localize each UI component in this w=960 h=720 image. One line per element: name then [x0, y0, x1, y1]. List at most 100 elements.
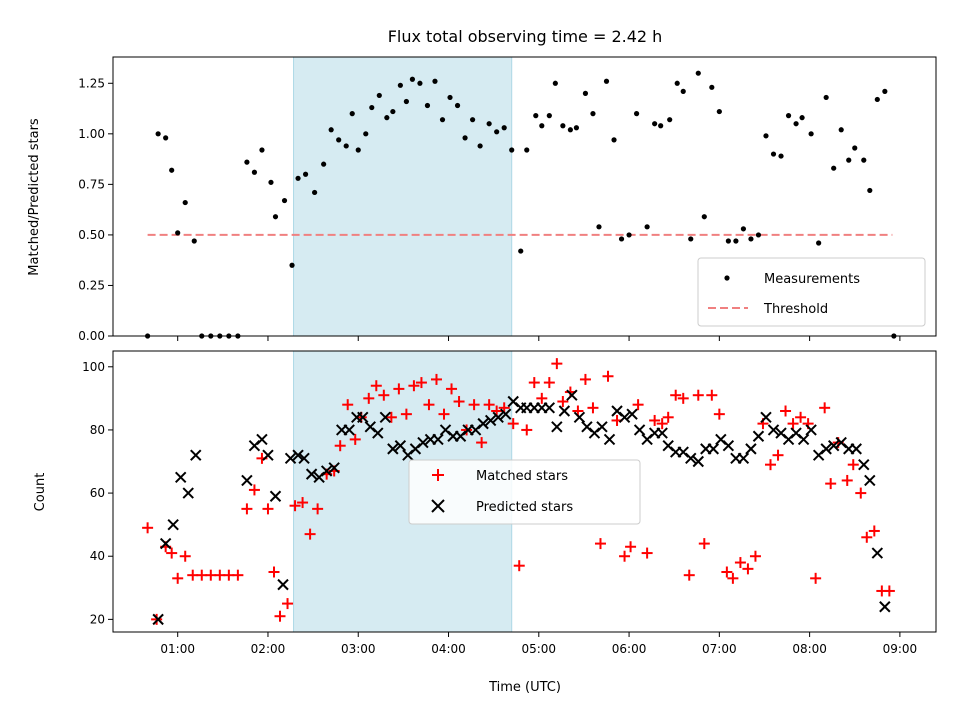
matched-star-point — [289, 500, 301, 512]
y-tick-label: 1.25 — [78, 76, 105, 90]
y-tick-label: 20 — [90, 612, 105, 626]
measurement-point — [590, 111, 596, 117]
x-axis-label: Time (UTC) — [488, 680, 561, 695]
x-tick-label: 05:00 — [521, 642, 556, 656]
bottom-legend-box — [408, 459, 641, 525]
x-tick-label: 02:00 — [251, 642, 286, 656]
measurement-point — [733, 238, 739, 244]
predicted-star-point — [277, 578, 289, 591]
predicted-star-point — [174, 471, 187, 483]
matched-star-point — [632, 399, 644, 411]
x-tick-label: 04:00 — [431, 642, 466, 656]
measurement-point — [667, 117, 673, 123]
predicted-star-point — [692, 455, 704, 468]
matched-star-point — [363, 392, 375, 404]
measurement-point — [816, 240, 822, 246]
y-tick-label: 60 — [90, 486, 105, 500]
matched-star-point — [468, 399, 480, 411]
bottom-panel: 20 40 60 80 100 01:00 02:00 03:00 04:00 05:00 06:… — [33, 350, 937, 695]
measurement-point — [349, 111, 355, 117]
measurement-point — [680, 88, 686, 94]
predicted-star-point — [499, 408, 512, 420]
measurement-point — [770, 151, 777, 157]
predicted-star-point — [767, 424, 780, 436]
matched-star-point — [483, 399, 495, 411]
matched-star-point — [461, 424, 473, 436]
measurement-point — [432, 78, 438, 84]
measurement-point — [328, 127, 334, 133]
legend-threshold-label: Threshold — [763, 302, 828, 317]
matched-star-point — [408, 380, 420, 392]
matched-star-point — [602, 370, 614, 382]
matched-star-point — [262, 503, 274, 515]
predicted-star-point — [492, 411, 504, 424]
matched-star-point — [579, 373, 591, 385]
top-legend: Measurements Threshold — [697, 257, 926, 327]
measurement-point — [808, 131, 814, 137]
predicted-star-point — [241, 474, 253, 487]
matched-star-point — [400, 408, 412, 420]
measurement-point — [709, 84, 715, 90]
matched-star-point — [883, 585, 895, 597]
matched-star-point — [393, 383, 405, 395]
measurement-point — [838, 127, 844, 133]
matched-star-point — [727, 572, 739, 584]
matched-star-point — [172, 572, 184, 584]
measurement-point — [295, 175, 301, 181]
predicted-star-point — [417, 436, 429, 449]
matched-star-point — [430, 373, 442, 385]
predicted-star-point — [328, 462, 340, 474]
measurement-point — [397, 82, 403, 88]
measurement-point — [355, 147, 361, 153]
matched-star-point — [438, 408, 450, 420]
predicted-star-point — [685, 452, 697, 465]
predicted-star-point — [827, 440, 840, 452]
predicted-star-point — [182, 487, 194, 499]
legend-measurements-label: Measurements — [764, 272, 860, 287]
matched-star-point — [587, 402, 599, 414]
matched-star-point — [268, 566, 280, 578]
predicted-star-point — [269, 490, 282, 502]
measurement-point — [477, 143, 483, 149]
predicted-star-point — [298, 452, 310, 465]
top-x-ticks — [177, 336, 901, 341]
bottom-x-ticks: 01:00 02:00 03:00 04:00 05:00 06:00 07:00 08:00… — [160, 632, 917, 656]
predicted-star-point — [573, 411, 586, 424]
measurement-point — [799, 115, 805, 121]
predicted-star-point — [432, 433, 444, 446]
measurement-point — [509, 147, 515, 153]
predicted-star-point — [284, 452, 297, 465]
matched-star-point — [334, 440, 346, 452]
predicted-star-point — [752, 430, 765, 442]
measurement-point — [486, 121, 492, 127]
top-y-ticks: 0.00 0.25 0.50 0.75 1.00 1.25 — [78, 76, 113, 343]
predicted-star-point — [737, 452, 750, 465]
matched-star-point — [476, 437, 488, 449]
y-tick-label: 0.50 — [78, 228, 105, 242]
predicted-star-point — [292, 449, 304, 461]
measurement-point — [644, 224, 650, 230]
predicted-star-point — [152, 613, 164, 626]
predicted-star-point — [256, 433, 268, 446]
measurement-point — [343, 143, 349, 149]
predicted-star-point — [603, 433, 616, 446]
predicted-star-point — [797, 433, 810, 446]
matched-star-point — [649, 414, 661, 426]
matched-star-point — [625, 541, 637, 553]
matched-star-point — [819, 402, 831, 414]
measurement-point — [281, 197, 288, 204]
matched-star-point — [370, 380, 382, 392]
legend-predicted-label: Predicted stars — [476, 500, 573, 515]
measurement-point — [175, 230, 181, 236]
measurement-point — [674, 80, 680, 86]
predicted-star-point — [760, 411, 772, 424]
measurement-point — [867, 187, 873, 194]
x-tick-label: 09:00 — [883, 642, 918, 656]
measurement-point — [518, 248, 524, 254]
predicted-star-point — [387, 443, 399, 455]
matched-star-point — [551, 358, 563, 370]
matched-star-point — [536, 392, 548, 404]
matched-star-point — [274, 610, 286, 622]
measurement-point — [533, 113, 539, 119]
chart-title: Flux total observing time = 2.42 h — [388, 27, 663, 46]
